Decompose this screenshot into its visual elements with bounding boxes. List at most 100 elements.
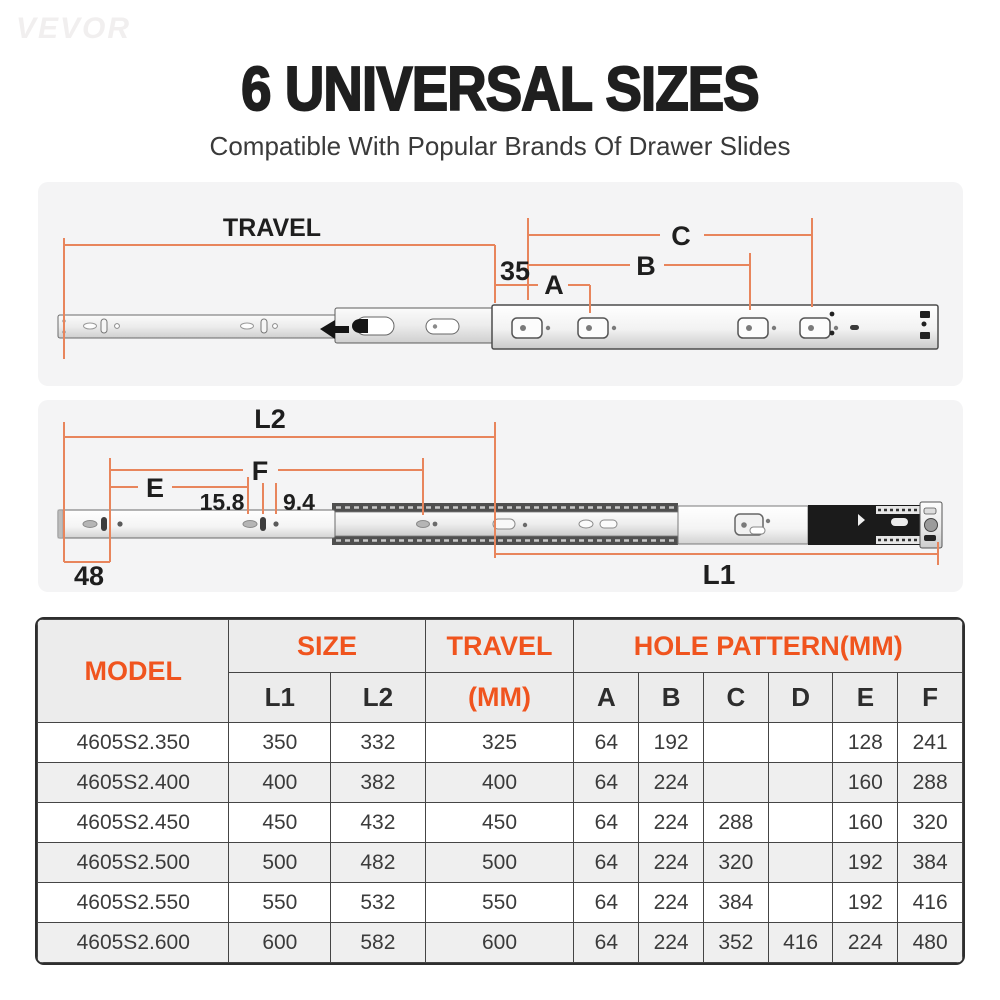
cell-d [767,722,834,763]
dimension-35-a: 35 A [495,256,591,313]
header-l2: L2 [330,672,426,723]
rail-middle-member [320,307,496,344]
cell-l2: 382 [330,762,426,803]
travel-label: TRAVEL [223,214,321,242]
table-row: 4605S2.350 350 332 325 64 192 128 241 [37,722,963,763]
dimension-l2: L2 [63,404,496,562]
cell-travel: 400 [424,762,575,803]
table-row: 4605S2.450 450 432 450 64 224 288 160 32… [37,802,963,843]
cell-f: 480 [897,922,963,963]
cell-a: 64 [573,842,640,883]
cell-b: 224 [638,762,704,803]
table-row: 4605S2.600 600 582 600 64 224 352 416 22… [37,922,963,963]
cell-a: 64 [573,922,640,963]
cell-a: 64 [573,762,640,803]
cell-f: 288 [897,762,963,803]
dimension-e: E [110,473,249,514]
latch-lever [320,320,349,339]
header-l1: L1 [228,672,332,723]
cell-model: 4605S2.550 [37,882,230,923]
cell-e: 192 [832,882,899,923]
dimension-b: B [528,251,751,310]
cell-l1: 500 [228,842,332,883]
header-size: SIZE [228,619,426,673]
mounting-slot [511,317,551,339]
cell-a: 64 [573,722,640,763]
dimension-f: F [109,456,424,562]
release-arrow [858,514,865,526]
cell-l1: 450 [228,802,332,843]
dimension-hole-spacing: 15.8 9.4 [200,483,315,515]
header-col-e: E [832,672,899,723]
mounting-slot [799,317,839,339]
dimension-l1: L1 [495,542,939,590]
c-label: C [671,221,691,251]
cell-b: 192 [638,722,704,763]
cell-d [767,802,834,843]
a-label: A [544,270,564,300]
spec-table: MODEL SIZE TRAVEL HOLE PATTERN(MM) L1 L2… [35,617,965,965]
header-travel-unit: (MM) [424,672,575,723]
cell-model: 4605S2.350 [37,722,230,763]
rail-drawer-member-black [808,505,920,545]
cell-travel: 500 [424,842,575,883]
rail-cabinet-member [57,314,339,339]
cell-b: 224 [638,802,704,843]
cell-c: 384 [702,882,769,923]
table-row: 4605S2.550 550 532 550 64 224 384 192 41… [37,882,963,923]
dimension-48: 48 [64,561,110,591]
b-label: B [636,251,656,281]
page-title: 6 UNIVERSAL SIZES [240,54,760,125]
cell-travel: 600 [424,922,575,963]
table-row: 4605S2.400 400 382 400 64 224 160 288 [37,762,963,803]
cell-travel: 450 [424,802,575,843]
cell-b: 224 [638,922,704,963]
table-row: 4605S2.500 500 482 500 64 224 320 192 38… [37,842,963,883]
dim-35-label: 35 [500,256,530,286]
slide-drawing-bottom: L2 F E 15.8 9.4 48 L1 [57,404,943,591]
cell-l2: 582 [330,922,426,963]
cell-a: 64 [573,882,640,923]
cell-l1: 400 [228,762,332,803]
cell-d [767,762,834,803]
dim-9-4-label: 9.4 [283,489,315,515]
mounting-slot [737,317,777,339]
cell-d [767,842,834,883]
cell-f: 320 [897,802,963,843]
header-col-a: A [573,672,640,723]
mounting-slot [577,317,617,339]
cell-e: 160 [832,802,899,843]
rail-drawer-member [491,304,939,350]
cell-l2: 332 [330,722,426,763]
table-header-row-1: MODEL SIZE TRAVEL HOLE PATTERN(MM) [37,619,963,723]
header-col-f: F [897,672,963,723]
cell-c: 320 [702,842,769,883]
cell-model: 4605S2.400 [37,762,230,803]
cell-l1: 550 [228,882,332,923]
cell-model: 4605S2.500 [37,842,230,883]
cell-e: 160 [832,762,899,803]
cell-l2: 532 [330,882,426,923]
cell-model: 4605S2.450 [37,802,230,843]
cell-l1: 600 [228,922,332,963]
dimension-c: C [527,218,813,307]
cell-model: 4605S2.600 [37,922,230,963]
f-label: F [252,456,269,486]
vevor-logo: VEVOR [16,12,132,45]
cell-d [767,882,834,923]
cell-b: 224 [638,842,704,883]
rail-inner-member [677,505,809,545]
cell-d: 416 [767,922,834,963]
rail-end-cap [919,501,943,549]
cell-c [702,722,769,763]
page-subtitle: Compatible With Popular Brands Of Drawer… [209,131,791,161]
dim-48-label: 48 [74,561,104,591]
cell-c [702,762,769,803]
header-col-c: C [702,672,769,723]
cell-c: 352 [702,922,769,963]
l1-label: L1 [703,559,736,590]
cell-e: 224 [832,922,899,963]
header-travel: TRAVEL [424,619,575,673]
cell-e: 192 [832,842,899,883]
